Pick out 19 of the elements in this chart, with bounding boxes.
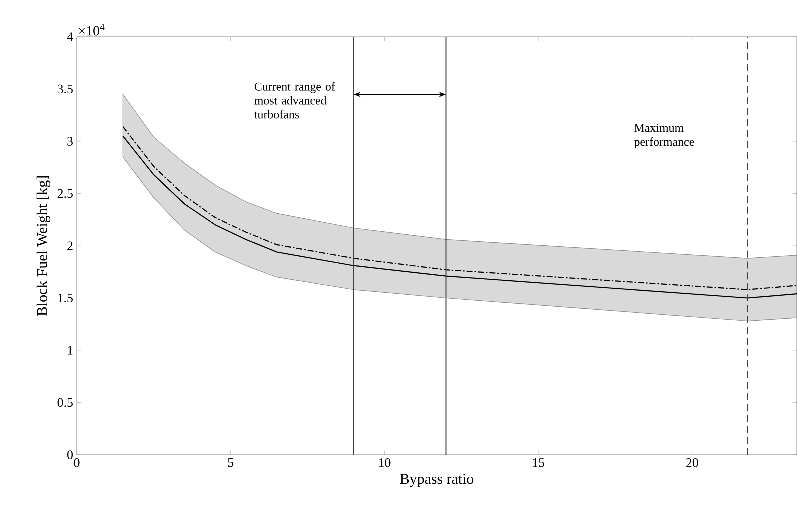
y-tick-label: 4 — [67, 32, 74, 42]
y-tick-label: 0 — [68, 450, 73, 460]
y-tick-label: 0.5 — [58, 398, 73, 408]
x-tick-label: 0 — [74, 458, 80, 468]
y-tick-label: 1.5 — [58, 294, 73, 303]
annotation: Maximum performance — [634, 124, 694, 149]
text: ×10$^{4}$ — [79, 24, 105, 36]
y-tick-label: 1 — [68, 346, 73, 355]
y-tick-label: 2.5 — [58, 189, 73, 198]
y-tick-label: 3 — [68, 137, 73, 146]
annotation: Current range of most advanced turbofans — [254, 82, 336, 119]
y-tick-label: 2 — [68, 242, 73, 250]
x-tick-label: 20 — [686, 458, 698, 468]
x-axis-title: Bypass ratio — [400, 474, 474, 488]
x-tick-label: 15 — [533, 458, 545, 468]
x-tick-label: 5 — [228, 458, 234, 468]
y-axis-title: Block Fuel Weight [kg] — [36, 176, 50, 316]
y-tick-label: 3.5 — [58, 84, 73, 94]
x-tick-label: 10 — [379, 458, 391, 468]
